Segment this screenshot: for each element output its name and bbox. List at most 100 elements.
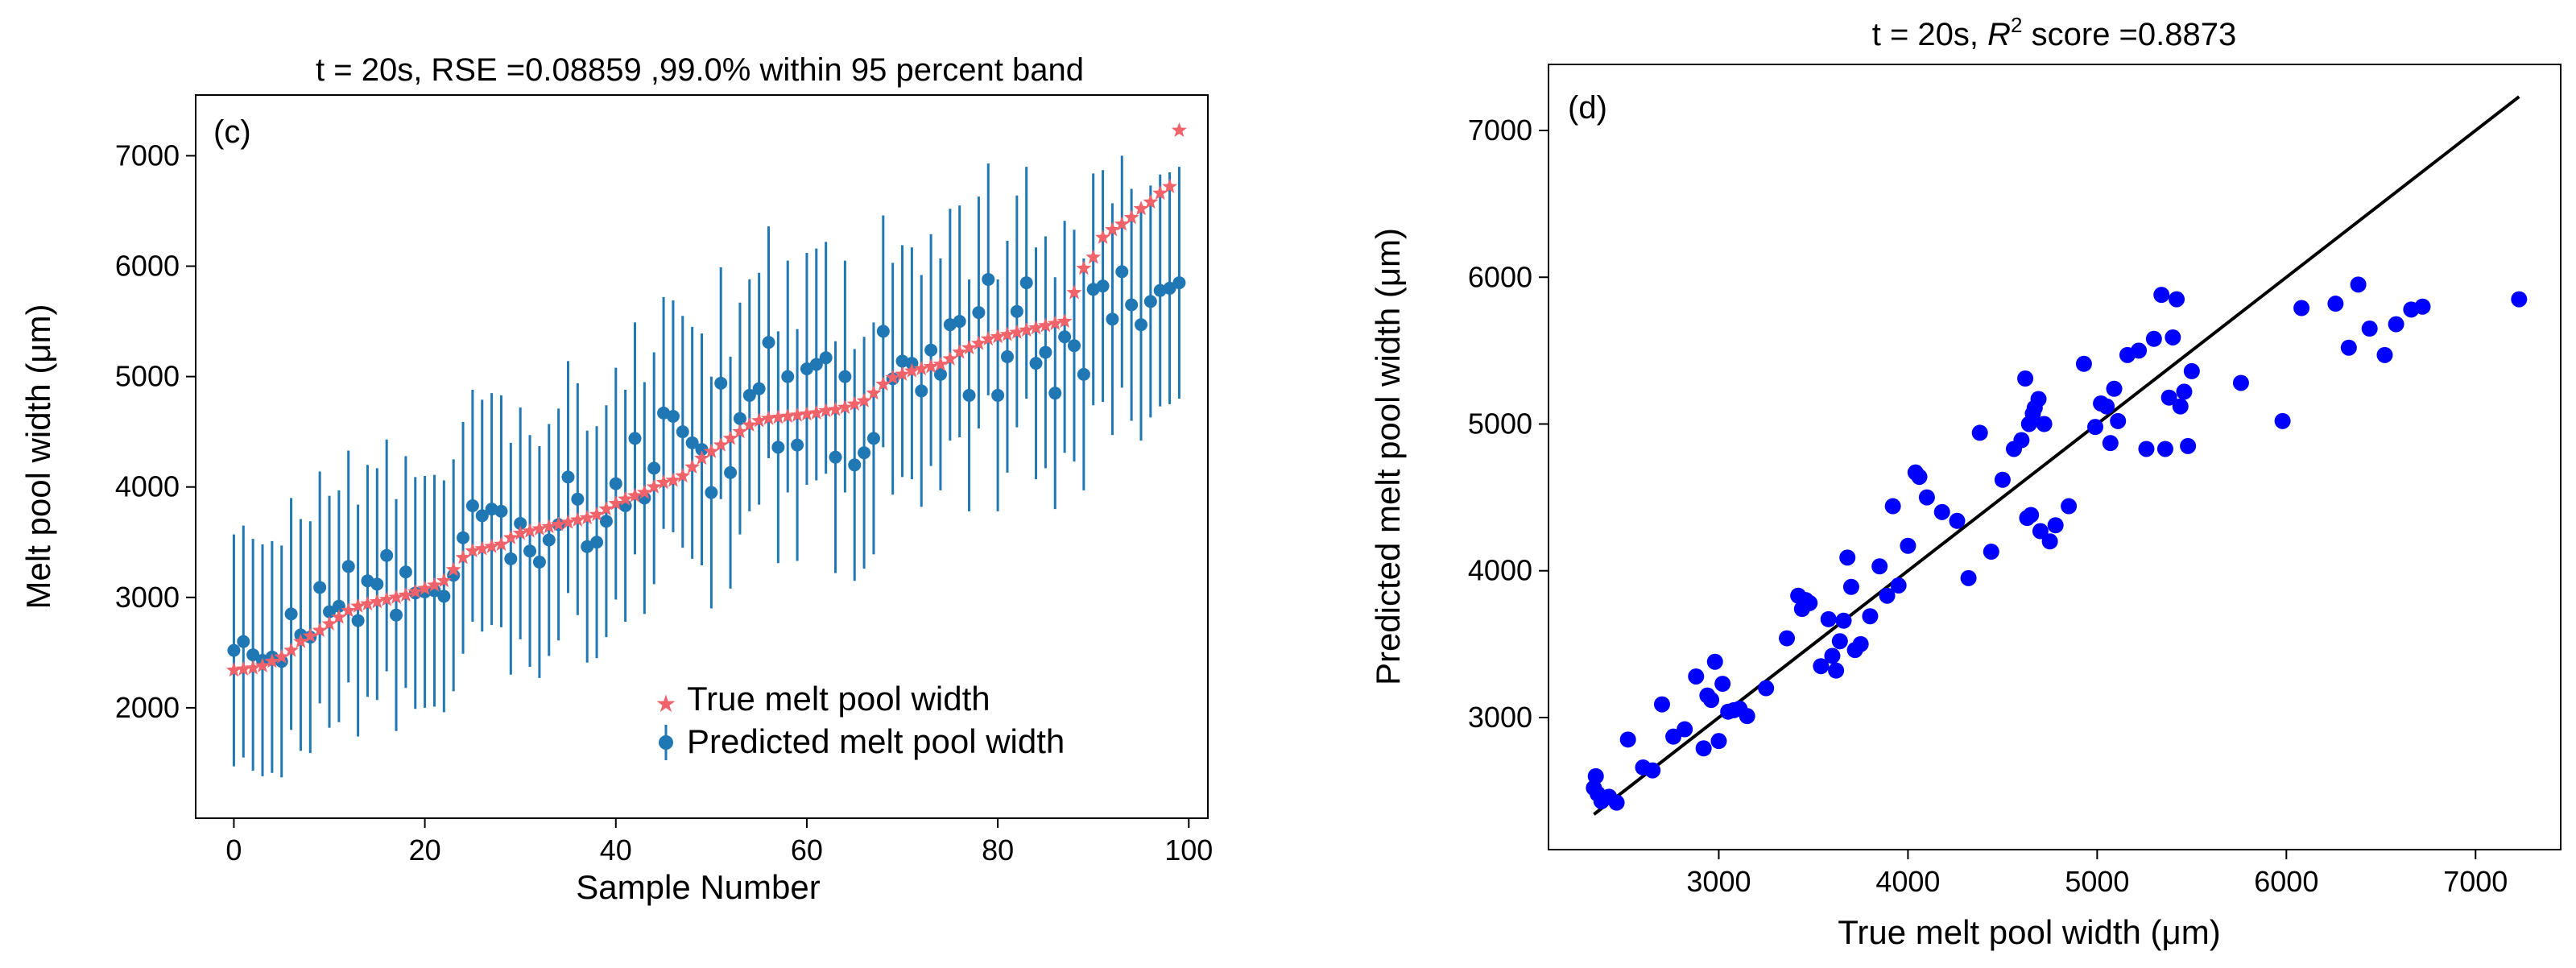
d-data-point [2075,355,2092,372]
d-data-point [2165,329,2181,345]
d-data-point [2023,507,2040,523]
c-predicted-point [1106,312,1119,326]
c-true-star [1095,229,1111,244]
c-xtick-label: 100 [1164,834,1213,867]
c-predicted-point [390,608,403,622]
c-true-star [665,472,681,487]
c-true-star [235,660,251,676]
c-true-star [292,633,308,648]
panel-c-label: (c) [213,114,251,150]
c-predicted-point [924,343,938,357]
c-ytick-label: 2000 [115,691,180,724]
c-true-star [388,589,404,604]
c-true-star [655,474,672,490]
d-ytick-label: 3000 [1468,701,1532,734]
c-true-star [264,653,280,668]
c-predicted-point [819,351,833,365]
c-true-star [359,596,375,611]
d-data-point [1820,610,1837,627]
d-data-point [2106,380,2123,397]
d-data-point [1703,692,1720,709]
c-predicted-point [1143,295,1157,308]
c-predicted-point [876,325,890,338]
d-data-point [2030,391,2047,407]
c-predicted-point [590,536,604,549]
d-data-point [1994,471,2011,488]
d-data-point [1801,594,1818,611]
c-true-star [1152,185,1168,201]
d-data-point [1714,676,1731,693]
c-true-star [990,329,1006,344]
d-data-point [1900,537,1916,554]
d-data-point [1983,544,1999,561]
c-ytick-label: 3000 [115,581,180,614]
c-true-star [494,536,509,552]
d-data-point [1911,469,1928,486]
d-data-point [1879,587,1896,604]
d-data-point [1587,767,1604,784]
c-true-star [407,583,424,598]
legend-predicted-label: Predicted melt pool width [687,722,1065,760]
d-data-point [2153,287,2170,304]
c-true-star [1123,209,1139,225]
d-data-point [1831,633,1848,650]
d-data-point [2414,298,2431,315]
c-predicted-point [523,544,537,558]
c-predicted-point [609,477,622,490]
panel-d-axes-frame [1548,64,2562,850]
d-ytick-label: 6000 [1468,260,1532,293]
c-predicted-point [514,516,527,530]
c-predicted-point [561,470,575,484]
d-data-point [2017,370,2034,387]
d-data-point [1871,558,1888,575]
c-predicted-point [982,272,995,286]
d-data-point [2102,435,2119,452]
c-predicted-point [380,548,394,562]
c-predicted-point [791,438,804,452]
panel-d-label: (d) [1568,90,1607,126]
c-predicted-point [246,648,260,662]
c-predicted-point [475,509,489,523]
c-predicted-point [714,376,728,390]
legend-star-marker: ★ [655,691,677,718]
d-data-point [2047,517,2064,534]
c-true-star [742,416,758,432]
panel-c-xlabel: Sample Number [576,868,820,906]
d-data-point [2340,339,2357,356]
c-ytick-label: 7000 [115,139,180,172]
d-data-point [1835,612,1852,629]
c-predicted-point [1000,350,1014,363]
c-predicted-point [866,432,880,445]
c-predicted-point [571,492,585,506]
c-true-star [818,403,834,418]
c-predicted-point [752,382,766,395]
c-predicted-point [457,531,470,544]
c-predicted-point [771,441,785,454]
d-data-point [2013,432,2030,449]
d-data-point [1758,680,1775,697]
d-data-point [1779,630,1796,647]
d-data-point [1653,696,1670,713]
c-true-star [627,487,643,503]
c-true-star [474,540,490,556]
c-true-star [779,408,796,423]
c-true-star [1028,320,1044,335]
d-data-point [2511,291,2528,308]
c-true-star [445,561,461,577]
d-data-point [2169,291,2185,308]
panel-c-title: t = 20s, RSE =0.08859 ,99.0% within 95 p… [316,52,1084,88]
c-true-star [875,376,891,391]
d-data-point [1890,577,1907,594]
c-true-star [484,538,500,553]
d-data-point [2274,412,2291,429]
c-true-star [331,609,347,624]
c-true-star [646,478,662,494]
d-xtick-label: 7000 [2443,865,2508,898]
d-data-point [1695,740,1712,757]
d-data-point [2183,362,2200,379]
d-data-point [2087,419,2104,436]
c-predicted-point [933,367,947,381]
c-predicted-point [762,336,775,350]
c-true-star [980,331,996,346]
c-ytick-label: 5000 [115,360,180,393]
